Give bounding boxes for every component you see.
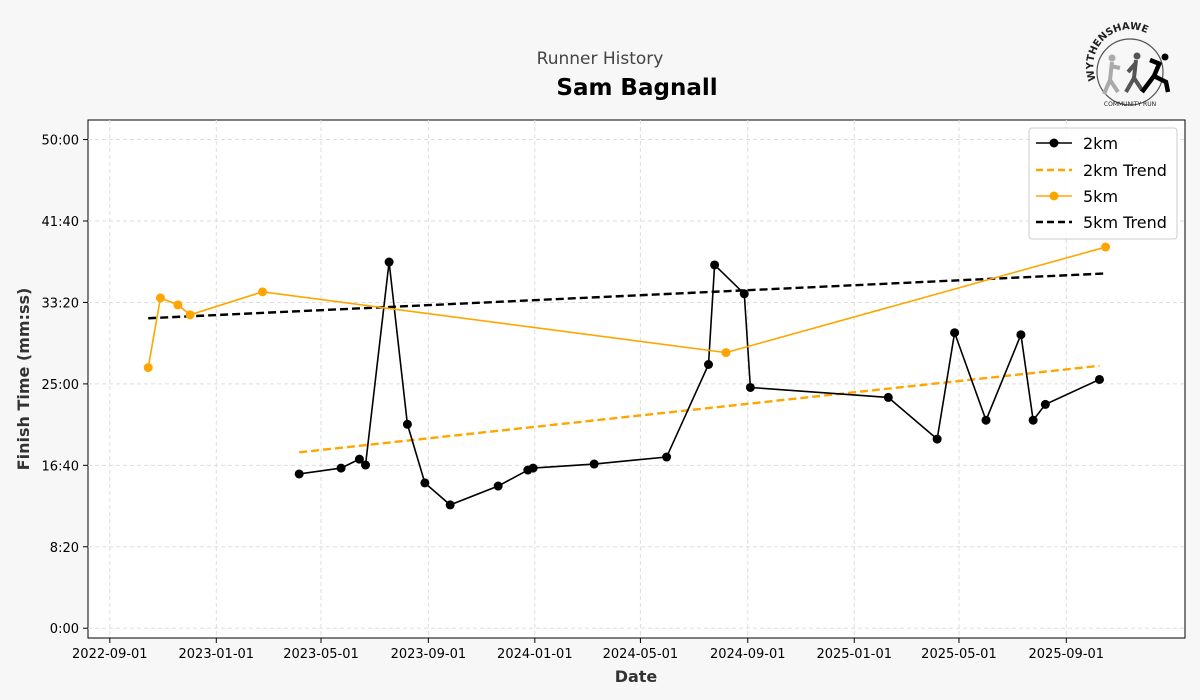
- legend-2km: 2km: [1083, 134, 1118, 153]
- x-tick-label: 2022-09-01: [72, 647, 148, 662]
- trend-line-2km-trend: [299, 364, 1100, 454]
- x-tick-label: 2023-05-01: [283, 647, 359, 662]
- chart-title: Sam Bagnall: [556, 75, 717, 101]
- data-point-2km: [703, 360, 713, 370]
- data-point-5km: [721, 348, 731, 358]
- data-point-5km: [143, 363, 153, 373]
- legend-5km-trend: 5km Trend: [1083, 213, 1167, 232]
- data-point-2km: [420, 478, 430, 488]
- legend-2km-marker: [1049, 138, 1059, 148]
- y-tick-label: 0:00: [50, 622, 79, 637]
- data-point-2km: [493, 481, 503, 491]
- data-point-5km: [258, 287, 268, 297]
- y-tick-label: 25:00: [42, 378, 79, 393]
- legend-2km-trend: 2km Trend: [1083, 161, 1167, 180]
- data-point-2km: [354, 454, 364, 464]
- club-logo: WYTHENSHAWE COMMUNITY RUN: [1085, 21, 1171, 108]
- data-point-2km: [336, 463, 346, 473]
- x-tick-label: 2023-09-01: [391, 647, 467, 662]
- y-tick-label: 50:00: [42, 134, 79, 149]
- data-point-2km: [402, 419, 412, 429]
- data-point-2km: [384, 257, 394, 267]
- data-point-2km: [883, 392, 893, 402]
- data-point-5km: [185, 310, 195, 320]
- legend-5km-marker: [1049, 191, 1059, 201]
- plot-area: [87, 119, 1186, 639]
- data-point-2km: [528, 463, 538, 473]
- x-tick-label: 2025-09-01: [1029, 647, 1105, 662]
- y-axis-label: Finish Time (mm:ss): [14, 288, 33, 471]
- data-point-2km: [589, 459, 599, 469]
- data-point-5km: [155, 293, 165, 303]
- y-tick-label: 16:40: [42, 459, 79, 474]
- legend-5km: 5km: [1083, 187, 1118, 206]
- x-tick-label: 2024-09-01: [710, 647, 786, 662]
- data-point-2km: [739, 289, 749, 299]
- legend: 2km 2km Trend 5km 5km Trend: [1028, 127, 1178, 240]
- svg-text:WYTHENSHAWE: WYTHENSHAWE: [1085, 21, 1150, 82]
- x-tick-label: 2025-01-01: [816, 647, 892, 662]
- data-point-2km: [710, 260, 720, 270]
- x-tick-label: 2023-01-01: [179, 647, 255, 662]
- data-point-2km: [932, 434, 942, 444]
- data-point-2km: [294, 469, 304, 479]
- data-point-2km: [1094, 374, 1104, 384]
- x-axis-label: Date: [615, 667, 658, 686]
- data-point-2km: [445, 500, 455, 510]
- svg-text:COMMUNITY RUN: COMMUNITY RUN: [1104, 101, 1156, 108]
- y-tick-label: 8:20: [50, 541, 79, 556]
- data-point-2km: [1028, 415, 1038, 425]
- y-tick-label: 33:20: [42, 296, 79, 311]
- data-point-2km: [1040, 399, 1050, 409]
- x-tick-label: 2024-01-01: [497, 647, 573, 662]
- data-point-5km: [1101, 242, 1111, 252]
- data-point-5km: [173, 300, 183, 310]
- x-tick-label: 2025-05-01: [921, 647, 997, 662]
- data-point-2km: [361, 460, 371, 470]
- trend-line-5km-trend: [148, 272, 1106, 320]
- data-point-2km: [745, 382, 755, 392]
- y-tick-label: 41:40: [42, 215, 79, 230]
- data-point-2km: [981, 415, 991, 425]
- data-point-2km: [662, 452, 672, 462]
- chart-suptitle: Runner History: [537, 49, 664, 69]
- data-point-2km: [950, 328, 960, 338]
- x-tick-label: 2024-05-01: [603, 647, 679, 662]
- data-point-2km: [1016, 330, 1026, 340]
